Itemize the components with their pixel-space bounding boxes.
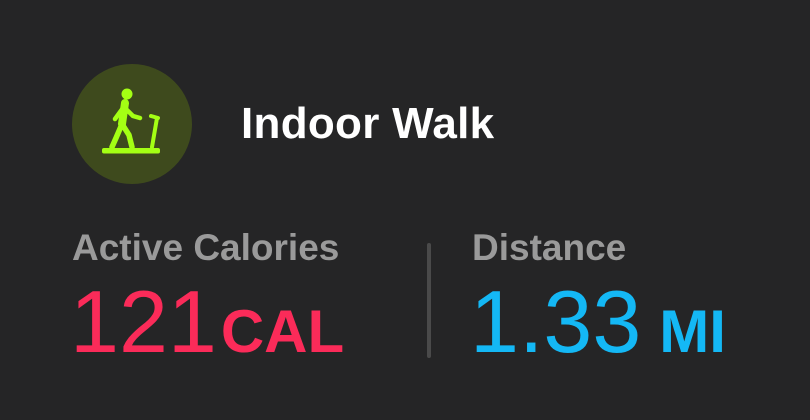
active-calories-value: 121CAL [70, 276, 344, 378]
distance-unit: MI [659, 298, 726, 365]
active-calories-label: Active Calories [72, 227, 340, 268]
workout-icon-badge [72, 64, 192, 184]
distance-label: Distance [472, 227, 627, 268]
active-calories-unit: CAL [220, 298, 345, 365]
treadmill-walk-icon [102, 88, 160, 154]
distance-number: 1.33 [470, 272, 642, 371]
workout-title: Indoor Walk [241, 99, 495, 148]
metric-divider [427, 243, 431, 358]
distance-value: 1.33 MI [470, 276, 726, 378]
active-calories-number: 121 [70, 272, 217, 371]
